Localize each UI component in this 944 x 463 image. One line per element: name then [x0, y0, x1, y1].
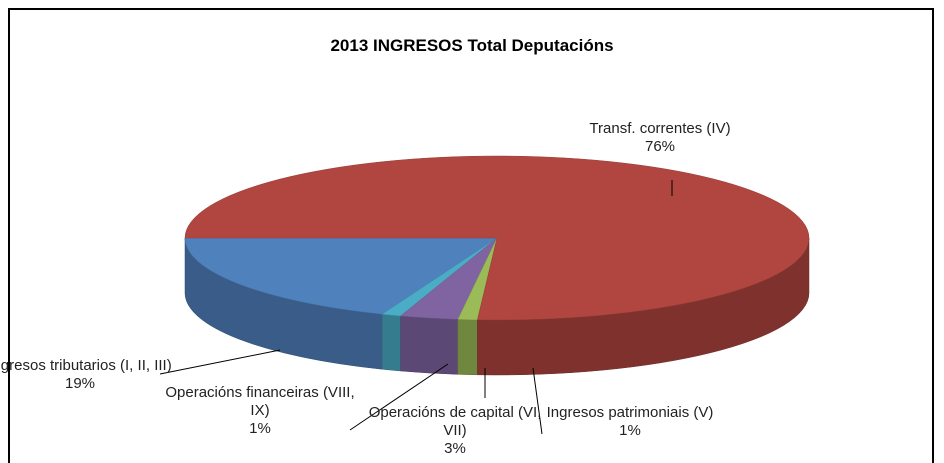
leader-line [532, 367, 543, 435]
slice-label: Ingresos patrimoniais (V) 1% [535, 404, 725, 440]
value-label: 1% [249, 420, 271, 437]
chart-title: 2013 INGRESOS Total Deputacións [330, 36, 614, 55]
slice-label: Ingresos tributarios (I, II, III) 19% [0, 357, 175, 393]
leader-line [349, 363, 449, 431]
value-label: 1% [619, 422, 641, 439]
leader-line [159, 349, 281, 375]
value-label: 76% [644, 138, 676, 155]
slice-side [457, 319, 478, 376]
slice [184, 155, 810, 321]
value-label: 3% [444, 440, 466, 457]
slice [184, 237, 498, 315]
slice-label: Transf. correntes (IV) 76% [565, 120, 755, 156]
slice-label: Operacións financeiras (VIII, IX) 1% [165, 384, 355, 437]
chart-frame [8, 8, 934, 463]
slice-label: Operacións de capital (VI, VII) 3% [360, 404, 550, 458]
value-label: 19% [64, 375, 96, 392]
slice-side [400, 315, 459, 375]
slice-side [381, 313, 401, 372]
